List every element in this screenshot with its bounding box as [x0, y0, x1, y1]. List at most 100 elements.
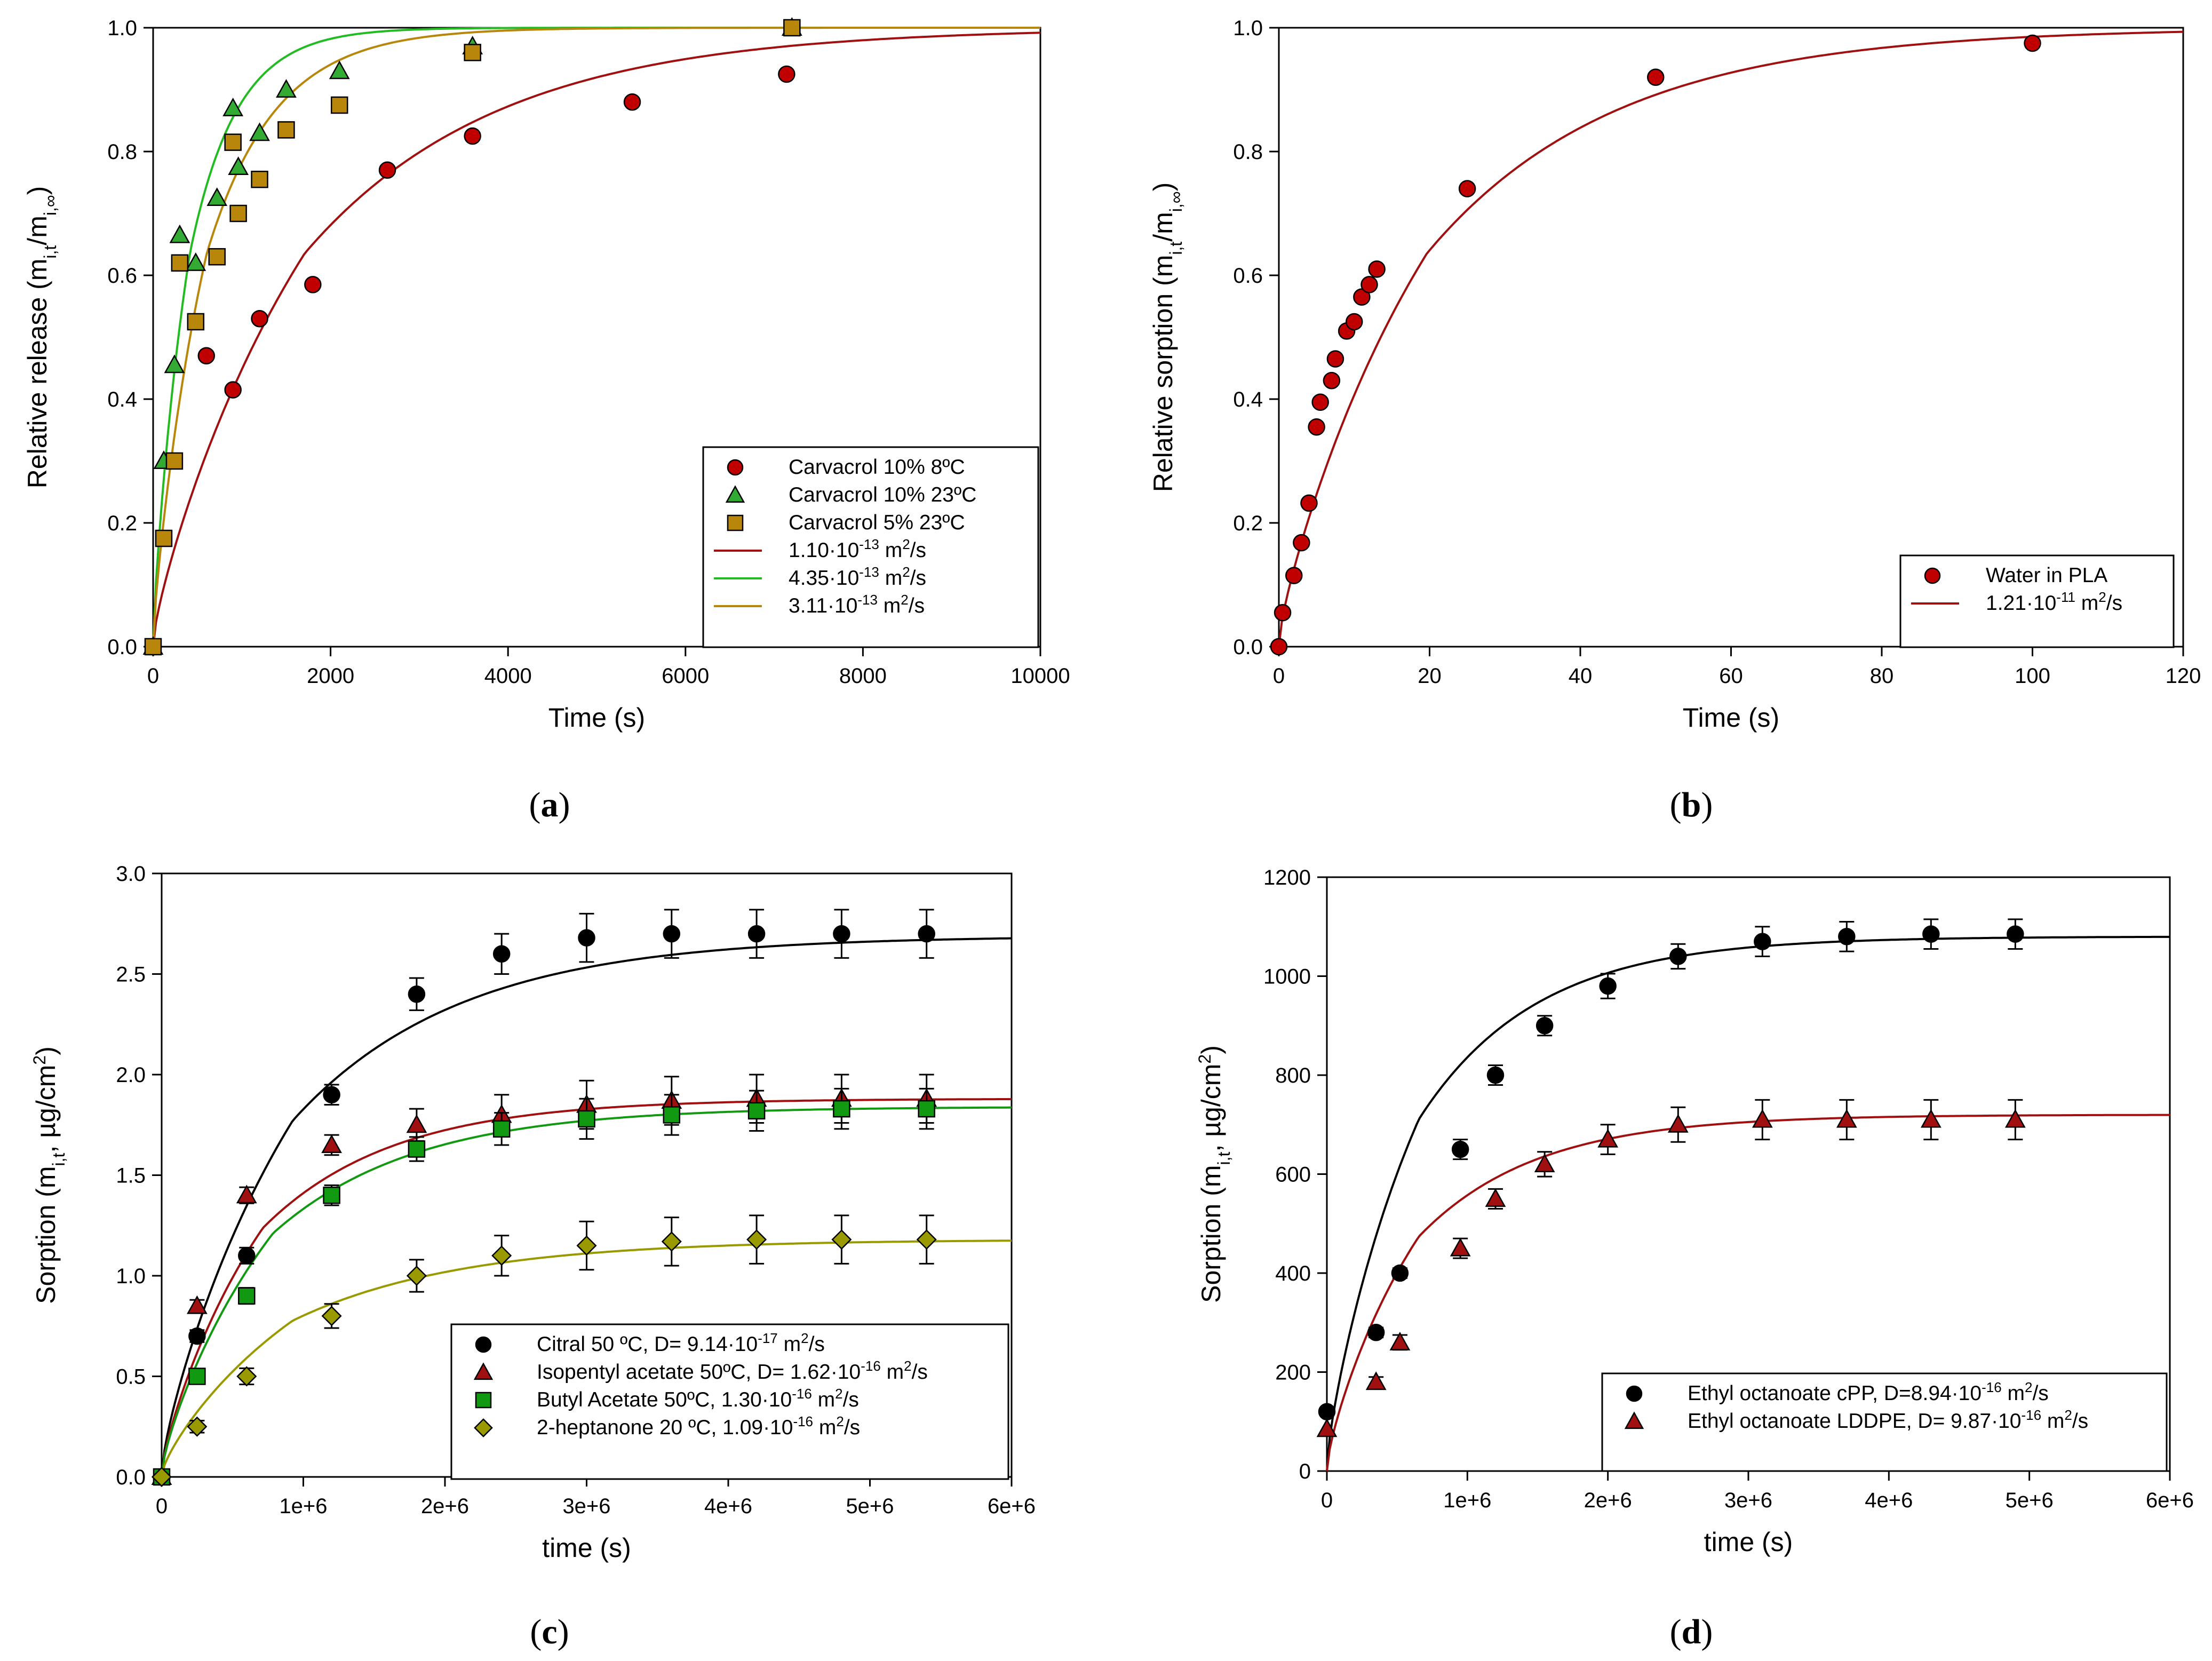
legend-marker: [475, 1392, 492, 1409]
data-point-circle: [1270, 638, 1288, 656]
data-point-circle: [1669, 948, 1687, 965]
legend-entry: Citral 50 ºC, D= 9.14·10-17 m2/s: [537, 1330, 825, 1356]
legend-entry: 3.11·10-13 m2/s: [789, 592, 925, 617]
data-point-triangle: [1389, 1332, 1411, 1350]
data-point-triangle: [222, 97, 244, 116]
y-tick-label: 0.0: [116, 1466, 146, 1489]
panel-a: 0 2000 4000 6000 8000 10000 0.0 0.2 0.4 0.6 0.8 1.0…: [22, 17, 1070, 824]
legend-marker: [474, 1418, 493, 1437]
data-point-circle: [1391, 1264, 1409, 1282]
y-tick-label: 1.5: [116, 1164, 146, 1188]
data-point-triangle: [321, 1134, 342, 1153]
data-point-circle: [2007, 925, 2024, 943]
y-tick-label: 0.2: [107, 512, 137, 535]
x-tick-label: 100: [2015, 664, 2050, 688]
legend-entry: 4.35·10-13 m2/s: [789, 564, 926, 590]
data-point-diamond: [321, 1306, 342, 1326]
data-point-circle: [1293, 534, 1310, 552]
data-point-circle: [578, 929, 595, 947]
data-point-circle: [1368, 260, 1386, 278]
x-tick-label: 0: [1321, 1489, 1333, 1512]
panel-c: 0 1e+6 2e+6 3e+6 4e+6 5e+6 6e+6 0.0 0.5 1.0 1.5 2.0…: [30, 862, 1036, 1651]
data-point-circle: [1311, 393, 1329, 411]
legend-marker: [727, 459, 744, 476]
data-point-triangle: [1485, 1188, 1506, 1207]
data-point-triangle: [249, 122, 270, 141]
legend-entry: 1.10·10-13 m2/s: [789, 536, 926, 562]
fit-curve-2: [152, 27, 1040, 647]
legend-box: [1601, 1372, 2168, 1472]
y-tick-label: 1.0: [1233, 17, 1263, 40]
data-point-triangle: [228, 156, 249, 176]
data-point-square: [747, 1102, 766, 1120]
data-point-triangle: [2004, 1109, 2026, 1128]
x-tick-label: 5e+6: [846, 1495, 894, 1518]
data-point-circle: [747, 925, 766, 943]
data-point-square: [187, 313, 205, 331]
data-point-square: [408, 1140, 426, 1158]
y-tick-label: 800: [1275, 1064, 1311, 1087]
x-tick-label: 120: [2166, 664, 2201, 688]
x-tick-label: 4e+6: [1865, 1489, 1913, 1512]
data-point-circle: [833, 925, 850, 943]
x-axis-title: Time (s): [548, 703, 645, 733]
data-point-circle: [1451, 1140, 1469, 1158]
data-point-triangle: [1450, 1237, 1471, 1257]
data-point-diamond: [236, 1366, 257, 1387]
y-axis-title: Sorption (mi,t, µg/cm2): [1195, 1045, 1234, 1303]
legend-entry: Carvacrol 10% 8ºC: [789, 456, 965, 479]
data-point-diamond: [576, 1235, 597, 1256]
y-axis-title: Relative sorption (mi,t/mi,∞): [1148, 182, 1185, 492]
x-tick-label: 8000: [839, 664, 887, 688]
data-point-circle: [1353, 288, 1371, 306]
fit-curve-0: [1326, 935, 2170, 1472]
y-axis-title: Relative release (mi,t/mi,∞): [22, 186, 60, 489]
data-point-circle: [918, 925, 935, 943]
data-point-diamond: [187, 1416, 208, 1437]
data-point-circle: [2024, 34, 2041, 52]
data-point-circle: [1599, 977, 1617, 995]
y-tick-label: 200: [1275, 1361, 1311, 1385]
y-tick-label: 0.5: [116, 1365, 146, 1389]
legend-entry: Ethyl octanoate cPP, D=8.94·10-16 m2/s: [1688, 1379, 2049, 1405]
panel-label-b: (b): [1670, 785, 1713, 824]
data-point-square: [238, 1287, 256, 1305]
x-axis-title: Time (s): [1683, 703, 1779, 733]
data-point-circle: [238, 1247, 256, 1265]
data-point-square: [464, 44, 481, 61]
x-tick-label: 40: [1569, 664, 1593, 688]
x-tick-label: 3e+6: [1724, 1489, 1772, 1512]
plot-area-c: 0 1e+6 2e+6 3e+6 4e+6 5e+6 6e+6 0.0 0.5 1.0 1.5 2.0…: [30, 862, 1036, 1563]
x-tick-label: 0: [156, 1495, 168, 1518]
y-tick-label: 2.5: [116, 963, 146, 987]
x-tick-label: 6000: [662, 664, 709, 688]
y-tick-label: 0.6: [1233, 264, 1263, 288]
y-tick-label: 600: [1275, 1163, 1311, 1187]
y-tick-label: 0.4: [107, 388, 137, 411]
data-point-square: [918, 1100, 935, 1118]
data-point-square: [165, 452, 184, 470]
legend-entry: Carvacrol 10% 23ºC: [789, 483, 976, 506]
data-point-triangle: [1667, 1114, 1689, 1133]
x-tick-label: 2000: [307, 664, 354, 688]
y-tick-label: 1.0: [107, 17, 137, 40]
fit-curve-1: [1326, 1114, 2170, 1472]
legend-entry: 1.21·10-11 m2/s: [1986, 589, 2122, 615]
x-axis-title: time (s): [1704, 1527, 1793, 1557]
data-point-diamond: [406, 1265, 427, 1286]
legend-entry: 2-heptanone 20 ºC, 1.09·10-16 m2/s: [537, 1413, 860, 1439]
y-tick-label: 1000: [1263, 965, 1311, 989]
data-point-square: [208, 248, 226, 266]
data-point-circle: [1285, 567, 1303, 584]
data-point-circle: [1838, 928, 1856, 945]
data-point-square: [492, 1120, 511, 1138]
legend-entry: Carvacrol 5% 23ºC: [789, 511, 965, 534]
panel-label-d: (d): [1670, 1612, 1713, 1651]
panel-d: 0 1e+6 2e+6 3e+6 4e+6 5e+6 6e+6 0 200 400 600 800 10…: [1195, 866, 2194, 1651]
data-point-square: [277, 121, 295, 139]
data-point-triangle: [329, 60, 350, 80]
data-point-circle: [1318, 1403, 1336, 1420]
data-point-circle: [464, 127, 481, 145]
legend-entry: Isopentyl acetate 50ºC, D= 1.62·10-16 m2…: [537, 1358, 928, 1384]
